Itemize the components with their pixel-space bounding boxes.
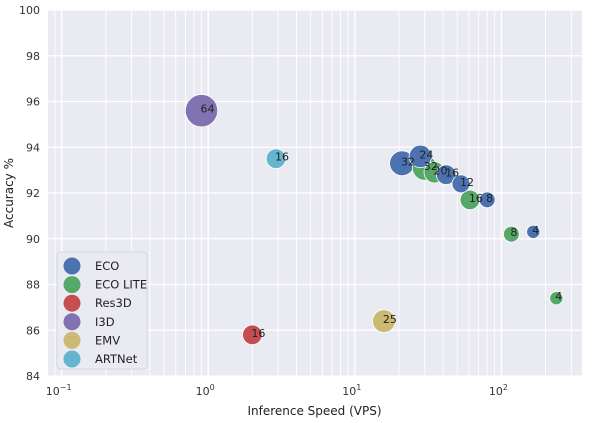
- y-tick-label: 84: [26, 370, 40, 383]
- data-point-eco: [451, 174, 471, 194]
- x-tick-label: 100: [196, 383, 215, 398]
- data-label: 16: [445, 167, 459, 180]
- y-tick-label: 98: [26, 50, 40, 63]
- legend-label: Res3D: [95, 296, 132, 310]
- data-label: 16: [275, 151, 289, 164]
- data-label: 8: [510, 226, 517, 239]
- data-point-i3d: [184, 94, 219, 128]
- legend-label: I3D: [95, 315, 115, 329]
- legend-label: EMV: [95, 333, 120, 347]
- x-tick-label: 101: [342, 383, 361, 398]
- data-label: 25: [383, 313, 397, 326]
- data-point-emv: [372, 309, 396, 333]
- data-point-eco-lite: [549, 291, 564, 306]
- y-tick-label: 94: [26, 141, 40, 154]
- legend-label: ECO LITE: [95, 278, 147, 292]
- data-label: 24: [419, 148, 433, 161]
- y-tick-label: 88: [26, 279, 40, 292]
- data-label: 20: [434, 164, 448, 177]
- y-tick-label: 86: [26, 324, 40, 337]
- data-point-eco: [435, 164, 457, 185]
- data-point-eco-lite: [503, 225, 520, 243]
- x-tick-label: 10−1: [46, 383, 72, 398]
- y-tick-label: 100: [19, 4, 40, 17]
- data-label: 16: [469, 192, 483, 205]
- y-tick-label: 90: [26, 233, 40, 246]
- legend-marker-eco: [63, 257, 81, 275]
- x-axis-title: Inference Speed (VPS): [247, 404, 381, 418]
- y-tick-label: 96: [26, 96, 40, 109]
- y-axis-title: Accuracy %: [2, 158, 16, 228]
- legend-marker-emv: [63, 331, 81, 349]
- legend-marker-artnet: [63, 350, 81, 368]
- data-point-res3d: [242, 324, 263, 346]
- legend-marker-i3d: [63, 313, 81, 331]
- data-label: 64: [201, 103, 215, 116]
- data-label: 32: [424, 160, 438, 173]
- data-point-eco: [478, 191, 496, 209]
- y-tick-label: 92: [26, 187, 40, 200]
- data-point-artnet: [265, 148, 287, 169]
- legend-marker-res3d: [63, 294, 81, 312]
- x-tick-label: 102: [489, 383, 508, 398]
- data-label: 32: [401, 155, 415, 168]
- data-point-eco: [408, 144, 432, 169]
- data-label: 12: [460, 176, 474, 189]
- data-point-eco: [526, 224, 541, 239]
- data-label: 4: [555, 290, 562, 303]
- data-label: 4: [532, 224, 539, 237]
- legend-label: ECO: [95, 259, 119, 273]
- data-label: 16: [251, 327, 265, 340]
- legend-marker-eco-lite: [63, 276, 81, 294]
- data-label: 8: [486, 192, 493, 205]
- legend-label: ARTNet: [95, 352, 138, 366]
